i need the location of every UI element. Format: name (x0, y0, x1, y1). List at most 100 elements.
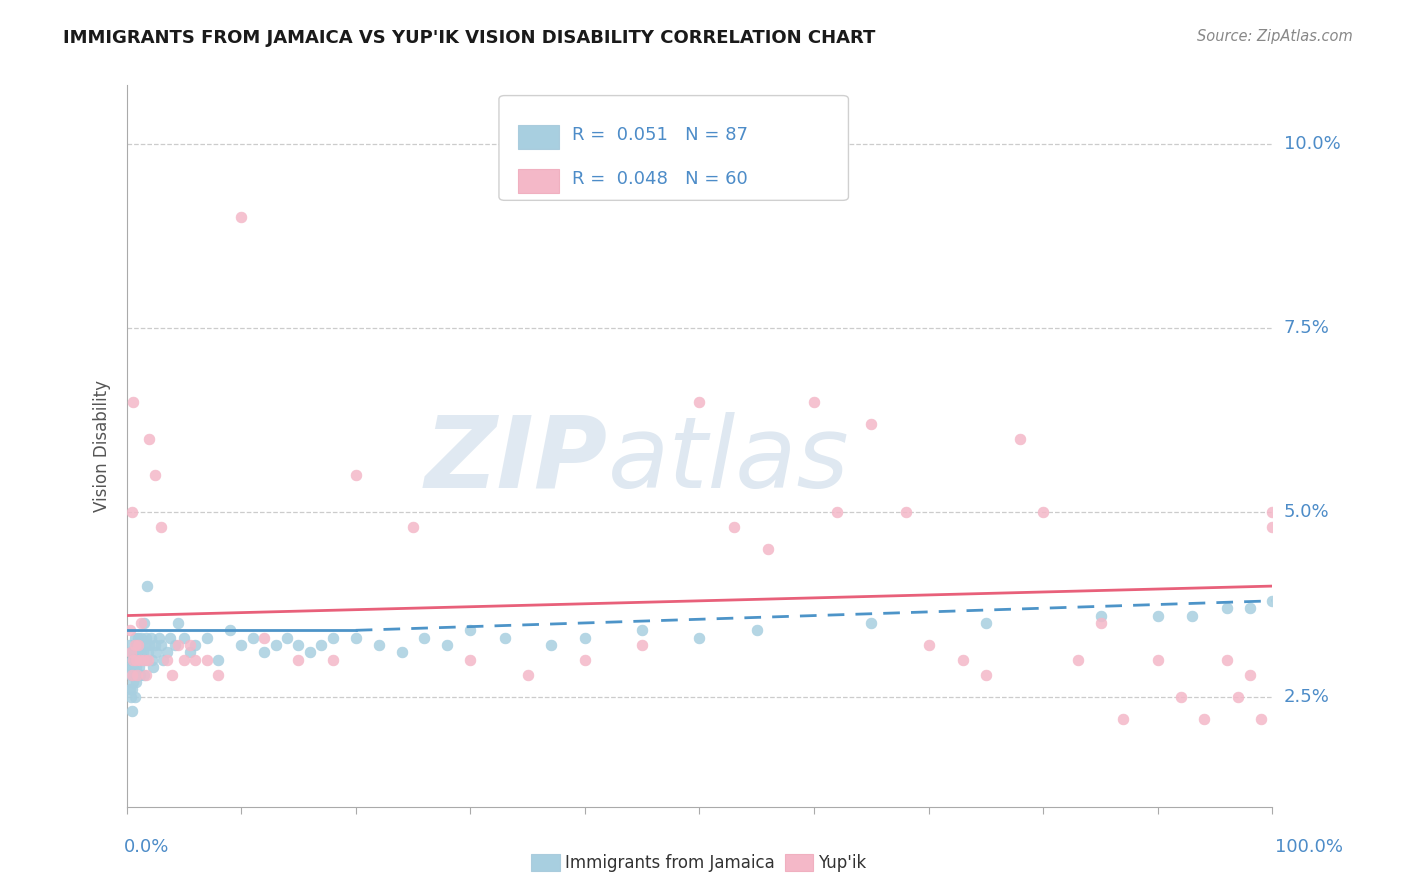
Text: Source: ZipAtlas.com: Source: ZipAtlas.com (1197, 29, 1353, 44)
Point (122, 660, 145, 674)
Text: 2.5%: 2.5% (1284, 688, 1330, 706)
Point (132, 653, 155, 667)
Point (135, 653, 157, 667)
Point (136, 579, 159, 593)
Text: R =  0.051   N = 87: R = 0.051 N = 87 (572, 127, 748, 145)
Point (173, 631, 195, 645)
Point (298, 645, 321, 659)
Point (118, 660, 141, 674)
FancyBboxPatch shape (519, 125, 558, 149)
Point (142, 660, 165, 674)
Point (231, 211, 253, 225)
Point (132, 615, 155, 630)
Point (195, 631, 218, 645)
Point (631, 638, 654, 652)
Point (159, 631, 181, 645)
Point (1032, 505, 1054, 519)
Point (125, 667, 148, 681)
Point (122, 674, 145, 689)
Point (120, 645, 142, 659)
Point (118, 682, 141, 697)
Point (124, 667, 146, 681)
Text: 5.0%: 5.0% (1284, 503, 1329, 521)
Point (1010, 432, 1032, 446)
Point (1215, 601, 1237, 615)
Point (127, 631, 149, 645)
Point (631, 624, 654, 638)
Point (124, 631, 146, 645)
Point (516, 667, 538, 681)
Point (1181, 608, 1204, 623)
Point (1090, 608, 1112, 623)
Point (540, 638, 562, 652)
Point (131, 653, 153, 667)
Point (1066, 653, 1088, 667)
Point (458, 624, 481, 638)
Point (756, 542, 779, 557)
Point (322, 653, 344, 667)
Point (689, 631, 711, 645)
Point (121, 667, 143, 681)
Point (143, 638, 166, 652)
Text: IMMIGRANTS FROM JAMAICA VS YUP'IK VISION DISABILITY CORRELATION CHART: IMMIGRANTS FROM JAMAICA VS YUP'IK VISION… (63, 29, 876, 46)
Point (253, 631, 276, 645)
Point (860, 417, 883, 431)
Text: atlas: atlas (607, 412, 849, 509)
Point (207, 667, 229, 681)
Point (1170, 690, 1192, 704)
Point (125, 653, 148, 667)
Point (276, 631, 298, 645)
Point (1147, 608, 1170, 623)
Point (207, 653, 229, 667)
FancyBboxPatch shape (499, 95, 848, 201)
Point (149, 520, 172, 534)
FancyBboxPatch shape (519, 169, 558, 193)
Text: Immigrants from Jamaica: Immigrants from Jamaica (565, 854, 775, 871)
Point (574, 631, 596, 645)
Text: Yup'ik: Yup'ik (818, 854, 866, 871)
Point (136, 653, 159, 667)
Point (1261, 594, 1284, 608)
Point (118, 624, 141, 638)
Point (135, 667, 157, 681)
Point (129, 667, 152, 681)
Point (124, 690, 146, 704)
Point (367, 638, 389, 652)
Point (125, 645, 148, 659)
Point (264, 638, 287, 652)
Point (322, 631, 344, 645)
Text: R =  0.048   N = 60: R = 0.048 N = 60 (572, 170, 748, 188)
Point (184, 638, 207, 652)
Point (139, 631, 162, 645)
Point (138, 432, 160, 446)
Point (218, 624, 240, 638)
Point (179, 645, 201, 659)
Point (745, 624, 768, 638)
Point (135, 631, 157, 645)
Point (121, 682, 143, 697)
Point (163, 638, 186, 652)
Point (131, 615, 153, 630)
Point (179, 638, 201, 652)
Point (128, 660, 150, 674)
Point (131, 631, 153, 645)
Point (413, 631, 436, 645)
Point (156, 653, 179, 667)
Point (1250, 712, 1272, 726)
Point (127, 638, 149, 652)
Point (825, 505, 848, 519)
Point (125, 667, 148, 681)
Point (129, 653, 152, 667)
Point (173, 653, 195, 667)
Point (1239, 667, 1261, 681)
Point (974, 615, 997, 630)
Point (458, 653, 481, 667)
Point (120, 645, 142, 659)
Point (344, 631, 367, 645)
Point (162, 667, 184, 681)
Point (121, 653, 143, 667)
Point (145, 645, 167, 659)
Point (131, 645, 153, 659)
Point (195, 653, 218, 667)
Text: 7.5%: 7.5% (1284, 319, 1330, 337)
